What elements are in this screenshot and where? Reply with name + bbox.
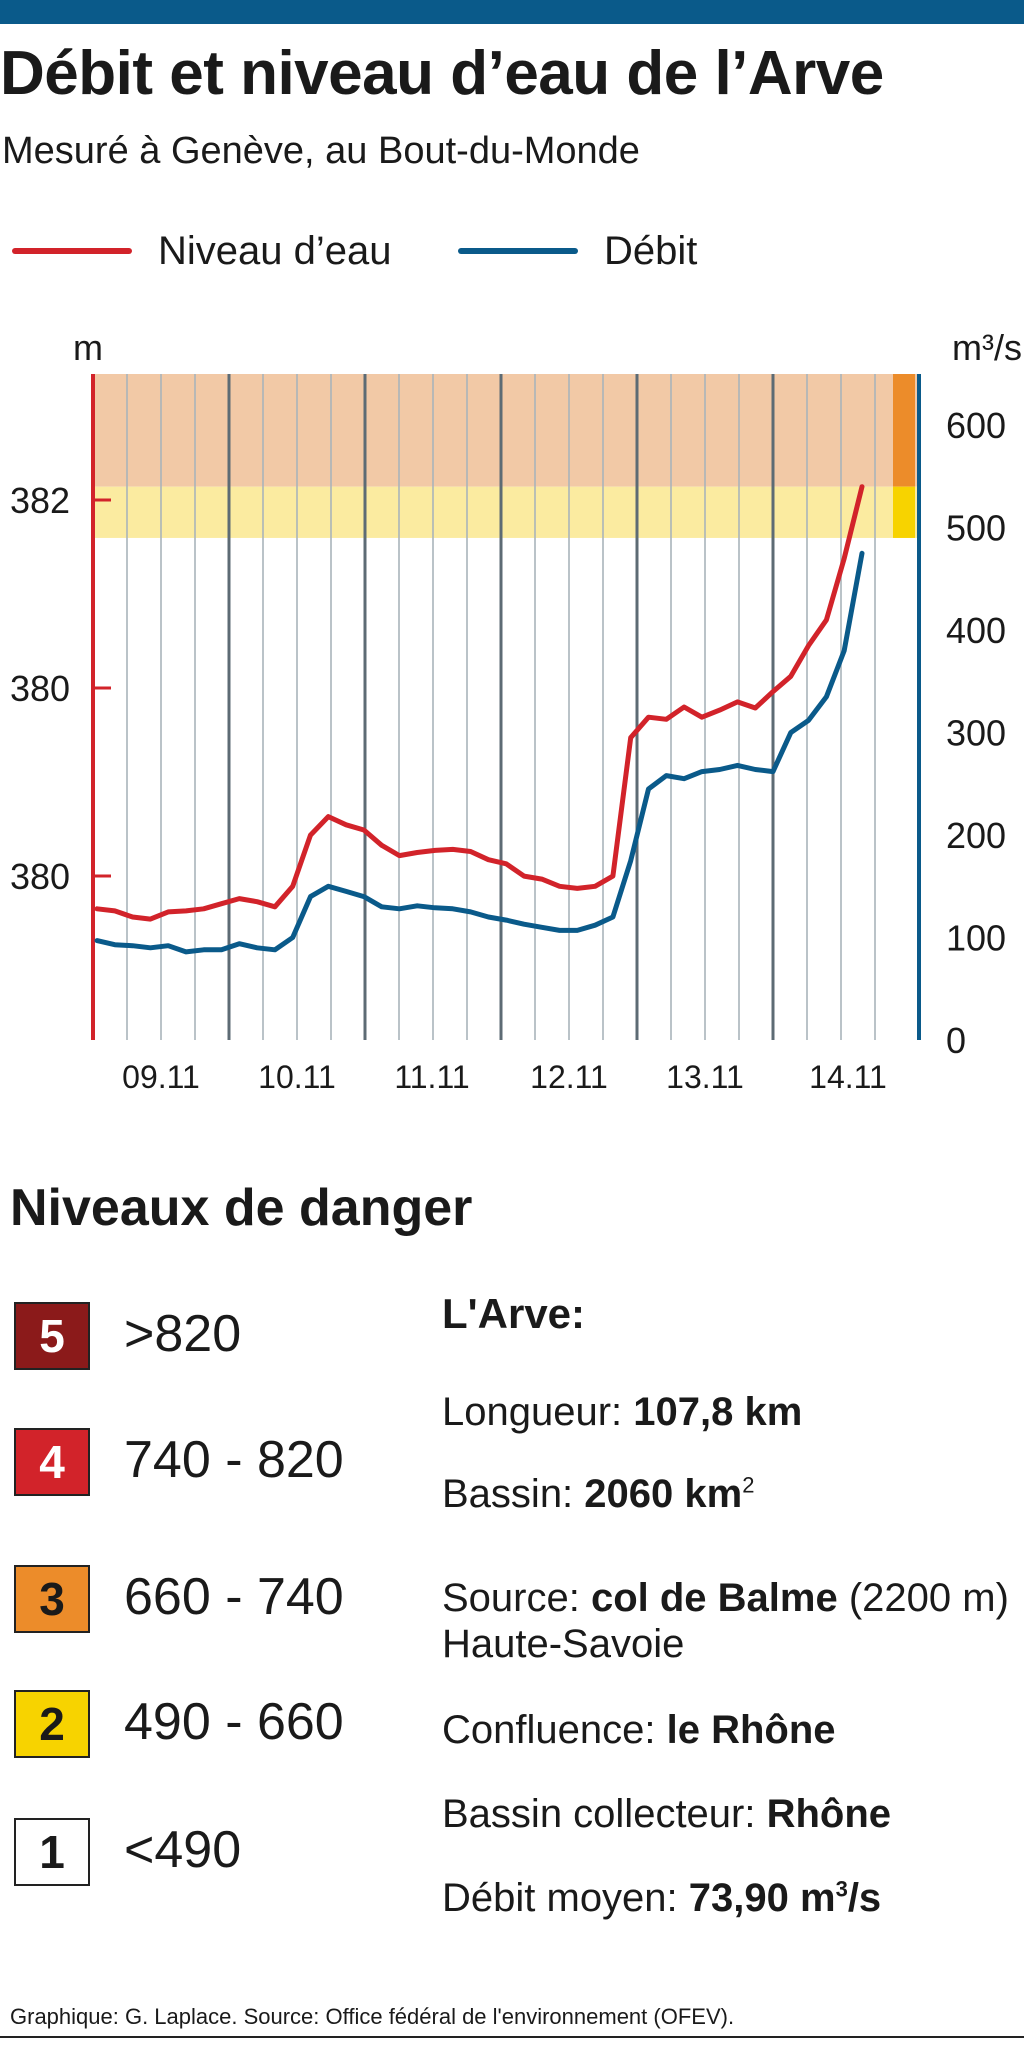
info-mean-flow: Débit moyen: 73,90 m3/s	[442, 1876, 881, 1921]
legend-level-label: Niveau d’eau	[158, 228, 392, 273]
x-tick-label: 12.11	[530, 1059, 608, 1095]
x-tick-label: 13.11	[666, 1059, 744, 1095]
legend-level-swatch	[12, 248, 132, 254]
danger-levels-title: Niveaux de danger	[10, 1179, 473, 1237]
info-mean-value: 73,90 m	[688, 1876, 836, 1920]
info-confluence: Confluence: le Rhône	[442, 1708, 836, 1753]
danger-level-3-badge: 3	[14, 1565, 90, 1633]
series-line-flow	[94, 550, 865, 955]
danger-band-level-2	[93, 486, 919, 538]
danger-level-3-range: 660 - 740	[124, 1568, 344, 1626]
info-basin-label: Bassin:	[442, 1472, 585, 1516]
danger-band-marker-level-2	[893, 486, 915, 538]
right-tick-label: 0	[946, 1020, 966, 1061]
danger-level-5-range: >820	[124, 1305, 242, 1363]
info-basin-sup: 2	[742, 1472, 755, 1498]
info-mean-unit: /s	[847, 1876, 882, 1920]
info-source-extra: (2200 m)	[837, 1576, 1009, 1620]
credit-line: Graphique: G. Laplace. Source: Office fé…	[10, 2004, 735, 2029]
danger-level-4-badge: 4	[14, 1428, 90, 1496]
right-tick-label: 100	[946, 918, 1006, 959]
x-tick-label: 11.11	[394, 1059, 469, 1095]
danger-band-marker-level-3	[893, 374, 915, 487]
info-mean-sup: 3	[835, 1876, 848, 1902]
right-tick-label: 600	[946, 405, 1006, 446]
info-length-label: Longueur:	[442, 1390, 634, 1434]
right-tick-label: 500	[946, 508, 1006, 549]
bottom-rule	[0, 2036, 1024, 2038]
x-tick-label: 09.11	[122, 1059, 200, 1095]
danger-level-4-range: 740 - 820	[124, 1431, 344, 1489]
chart-subtitle: Mesuré à Genève, au Bout-du-Monde	[2, 130, 640, 172]
right-axis-unit: m³/s	[952, 327, 1022, 368]
danger-level-5-badge: 5	[14, 1302, 90, 1370]
danger-band-level-3	[93, 374, 919, 487]
legend-level: Niveau d’eau	[12, 226, 392, 276]
danger-level-2-badge: 2	[14, 1690, 90, 1758]
legend-flow: Débit	[458, 226, 697, 276]
x-tick-label: 14.11	[809, 1059, 887, 1095]
danger-level-1-badge: 1	[14, 1818, 90, 1886]
info-heading: L'Arve:	[442, 1290, 586, 1337]
info-length: Longueur: 107,8 km	[442, 1390, 802, 1435]
right-tick-label: 200	[946, 815, 1006, 856]
right-tick-label: 400	[946, 610, 1006, 651]
legend-flow-swatch	[458, 248, 578, 254]
top-accent-bar	[0, 0, 1024, 24]
left-axis-unit: m	[73, 327, 103, 368]
info-length-value: 107,8 km	[633, 1390, 803, 1434]
danger-level-1-range: <490	[124, 1821, 242, 1879]
info-collector-label: Bassin collecteur:	[442, 1792, 767, 1836]
info-source-value: col de Balme	[590, 1576, 838, 1620]
left-tick-label: 382	[10, 480, 70, 521]
info-mean-label: Débit moyen:	[442, 1876, 689, 1920]
info-collector: Bassin collecteur: Rhône	[442, 1792, 891, 1837]
right-tick-label: 300	[946, 713, 1006, 754]
left-tick-label: 380	[10, 856, 70, 897]
info-source-label: Source:	[442, 1576, 591, 1620]
info-collector-value: Rhône	[766, 1792, 892, 1836]
series-line-water-level	[94, 484, 865, 922]
chart-title: Débit et niveau d’eau de l’Arve	[0, 39, 884, 108]
info-confluence-label: Confluence:	[442, 1708, 667, 1752]
danger-level-2-range: 490 - 660	[124, 1693, 344, 1751]
info-source-region: Haute-Savoie	[442, 1622, 685, 1666]
info-basin: Bassin: 2060 km2	[442, 1472, 754, 1517]
info-basin-value: 2060 km	[584, 1472, 743, 1516]
legend-flow-label: Débit	[604, 228, 698, 273]
info-source: Source: col de Balme (2200 m)	[442, 1576, 1009, 1621]
x-tick-label: 10.11	[258, 1059, 336, 1095]
info-confluence-value: le Rhône	[666, 1708, 836, 1752]
line-chart: m m³/s 382 380 380 0 100 200 300 400 500 600 09.11 10…	[10, 327, 1022, 1095]
left-tick-label: 380	[10, 668, 70, 709]
